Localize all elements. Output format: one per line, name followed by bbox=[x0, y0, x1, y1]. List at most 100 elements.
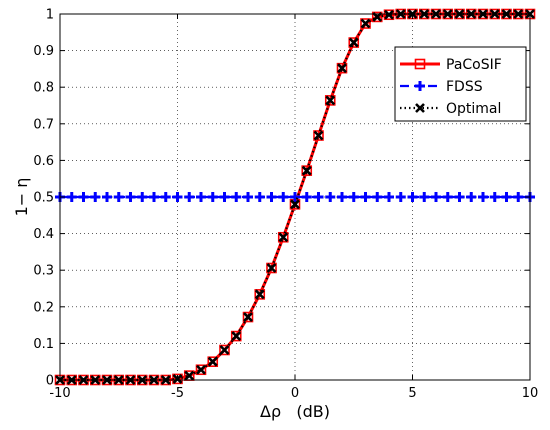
data-point-fdss bbox=[113, 192, 124, 202]
data-point-fdss bbox=[184, 192, 195, 202]
y-tick-label: 0.9 bbox=[33, 44, 54, 59]
y-tick-label: 0.3 bbox=[33, 264, 54, 279]
data-point-fdss bbox=[360, 192, 371, 202]
legend-label-pacosif: PaCoSIF bbox=[446, 57, 502, 73]
data-point-fdss bbox=[313, 192, 324, 202]
legend-marker-pacosif bbox=[414, 58, 426, 70]
x-tick-label: 5 bbox=[408, 386, 416, 401]
data-point-fdss bbox=[419, 192, 430, 202]
ticks bbox=[59, 13, 531, 381]
y-tick-label: 0.6 bbox=[33, 154, 54, 169]
data-point-fdss bbox=[501, 192, 512, 202]
legend-entry-optimal: Optimal bbox=[400, 101, 501, 117]
data-point-optimal bbox=[196, 364, 206, 375]
data-point-optimal bbox=[254, 289, 265, 300]
data-point-optimal bbox=[301, 165, 312, 176]
y-tick-label: 0.8 bbox=[33, 81, 54, 96]
data-point-pacosif bbox=[336, 62, 348, 74]
data-point-fdss bbox=[125, 192, 136, 202]
data-point-pacosif bbox=[266, 262, 277, 274]
legend-entry-fdss: FDSS bbox=[400, 79, 483, 95]
data-point-fdss bbox=[372, 192, 383, 202]
data-point-fdss bbox=[395, 192, 406, 202]
data-point-fdss bbox=[478, 192, 488, 202]
data-point-fdss bbox=[243, 192, 253, 202]
data-point-fdss bbox=[442, 192, 453, 202]
y-tick-label: 0.2 bbox=[33, 300, 54, 315]
y-tick-label: 0.1 bbox=[33, 337, 54, 352]
data-point-pacosif bbox=[242, 311, 254, 323]
data-point-fdss bbox=[407, 192, 418, 202]
series-fdss bbox=[55, 192, 535, 202]
data-point-fdss bbox=[466, 192, 477, 202]
legend-marker-optimal bbox=[415, 103, 425, 113]
tick-labels: -10 -5 0 5 10 0 0.1 0.2 0.3 0.4 0.5 0.6 0.7 0.8 0.9 1 bbox=[33, 8, 538, 402]
data-point-pacosif bbox=[313, 130, 324, 141]
data-point-pacosif bbox=[230, 330, 242, 342]
data-point-fdss bbox=[290, 192, 300, 202]
y-tick-label: 0 bbox=[46, 374, 54, 389]
legend-entry-pacosif: PaCoSIF bbox=[400, 57, 502, 73]
x-tick-label: -10 bbox=[49, 386, 70, 401]
data-point-fdss bbox=[231, 192, 242, 202]
y-axis-title: 1− η bbox=[12, 178, 31, 217]
data-point-pacosif bbox=[348, 37, 360, 48]
data-point-optimal bbox=[337, 63, 347, 74]
y-tick-label: 1 bbox=[46, 8, 54, 23]
data-point-pacosif bbox=[207, 356, 219, 368]
data-point-fdss bbox=[337, 192, 347, 202]
data-point-fdss bbox=[454, 192, 465, 202]
data-point-pacosif bbox=[301, 165, 313, 176]
legend-label-fdss: FDSS bbox=[446, 79, 483, 95]
data-point-optimal bbox=[278, 232, 289, 243]
y-tick-label: 0.7 bbox=[33, 117, 54, 132]
data-point-optimal bbox=[348, 37, 359, 48]
data-point-fdss bbox=[384, 192, 394, 202]
data-point-fdss bbox=[207, 192, 218, 202]
data-point-pacosif bbox=[383, 9, 395, 21]
data-point-fdss bbox=[90, 192, 101, 202]
data-point-optimal bbox=[243, 312, 253, 322]
data-point-optimal bbox=[290, 199, 300, 210]
data-point-pacosif bbox=[277, 231, 289, 243]
data-point-fdss bbox=[266, 192, 277, 202]
data-point-fdss bbox=[219, 192, 230, 202]
y-tick-label: 0.4 bbox=[33, 227, 54, 242]
data-point-fdss bbox=[66, 192, 77, 202]
legend-label-optimal: Optimal bbox=[446, 101, 501, 117]
data-point-optimal bbox=[219, 345, 230, 355]
data-point-optimal bbox=[360, 18, 371, 29]
data-point-fdss bbox=[348, 192, 359, 202]
data-point-optimal bbox=[325, 95, 336, 106]
data-point-pacosif bbox=[254, 289, 266, 300]
data-point-fdss bbox=[78, 192, 89, 202]
x-tick-label: 0 bbox=[291, 386, 299, 401]
data-point-fdss bbox=[489, 192, 500, 202]
data-point-fdss bbox=[102, 192, 112, 202]
x-axis-title: Δρ (dB) bbox=[260, 402, 330, 421]
data-point-fdss bbox=[254, 192, 265, 202]
data-point-fdss bbox=[325, 192, 336, 202]
data-point-optimal bbox=[384, 9, 394, 20]
data-point-fdss bbox=[278, 192, 289, 202]
data-point-fdss bbox=[160, 192, 171, 202]
data-point-pacosif bbox=[324, 95, 336, 106]
data-point-optimal bbox=[266, 263, 277, 273]
legend-marker-fdss bbox=[415, 81, 425, 91]
data-point-fdss bbox=[513, 192, 524, 202]
y-tick-label: 0.5 bbox=[33, 191, 54, 206]
legend: PaCoSIF FDSS Optimal bbox=[394, 46, 527, 122]
x-tick-label: 10 bbox=[522, 386, 539, 401]
data-point-optimal bbox=[231, 331, 242, 341]
data-point-optimal bbox=[207, 356, 218, 367]
data-point-pacosif bbox=[360, 18, 371, 29]
data-point-fdss bbox=[172, 192, 183, 202]
x-tick-label: -5 bbox=[171, 386, 184, 401]
data-point-fdss bbox=[149, 192, 159, 202]
data-point-optimal bbox=[313, 130, 324, 141]
data-point-optimal bbox=[184, 370, 195, 381]
data-point-fdss bbox=[196, 192, 206, 202]
data-point-fdss bbox=[137, 192, 148, 202]
data-point-fdss bbox=[431, 192, 441, 202]
